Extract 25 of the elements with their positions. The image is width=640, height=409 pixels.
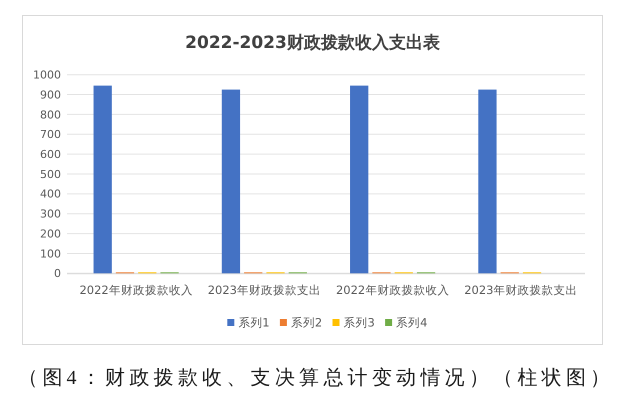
y-tick-label: 1000 [33, 68, 61, 82]
y-tick-label: 800 [40, 108, 61, 122]
x-tick-label: 2022年财政拨款收入 [79, 283, 193, 297]
legend-label: 系列1 [238, 316, 270, 330]
text: （图4：财政拨款收、支决算总计变动情况）（柱状图） [18, 367, 610, 389]
y-tick-label: 500 [40, 168, 61, 181]
bar [222, 90, 240, 274]
bar [478, 90, 497, 274]
legend-label: 系列2 [290, 316, 322, 330]
bar [94, 86, 112, 274]
x-tick-label: 2023年财政拨款支出 [208, 283, 322, 297]
y-tick-label: 700 [40, 128, 61, 142]
y-tick-label: 400 [40, 188, 61, 201]
bar [350, 86, 368, 274]
y-tick-label: 900 [40, 88, 61, 102]
legend-label: 系列4 [396, 316, 428, 330]
y-tick-label: 600 [40, 148, 61, 161]
legend-label: 系列3 [344, 316, 375, 330]
x-tick-label: 2023年财政拨款支出 [464, 283, 578, 297]
y-tick-label: 0 [54, 267, 61, 280]
x-tick-label: 2022年财政拨款收入 [336, 283, 450, 297]
y-tick-label: 300 [40, 208, 61, 221]
chart-title: 2022-2023财政拨款收入支出表 [185, 33, 441, 53]
y-tick-label: 200 [40, 227, 61, 240]
y-tick-label: 100 [40, 247, 61, 260]
